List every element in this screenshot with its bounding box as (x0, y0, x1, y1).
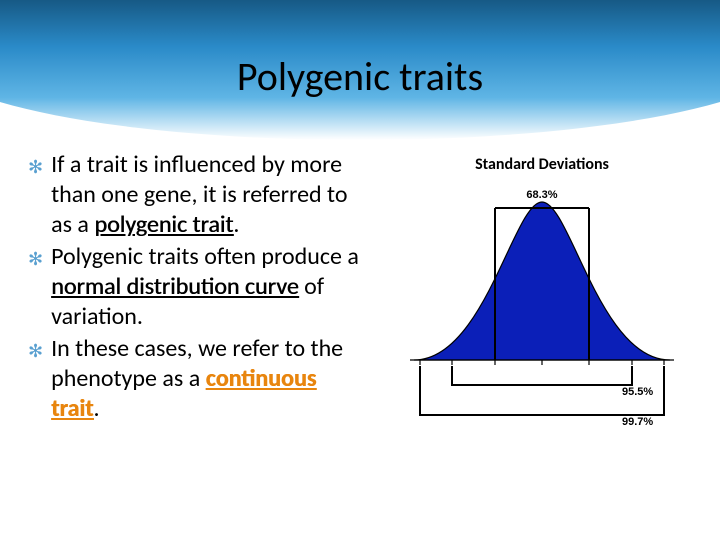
svg-text:68.3%: 68.3% (526, 189, 557, 201)
list-item: ✻ In these cases, we refer to the phenot… (28, 334, 368, 424)
bullet-text-3: In these cases, we refer to the phenotyp… (51, 334, 368, 424)
list-item: ✻ If a trait is influenced by more than … (28, 150, 368, 240)
bullet-text-2: Polygenic traits often produce a normal … (51, 242, 368, 332)
bullet-list: ✻ If a trait is influenced by more than … (28, 150, 368, 426)
svg-text:99.7%: 99.7% (622, 416, 653, 428)
bullet-icon: ✻ (28, 248, 43, 270)
list-item: ✻ Polygenic traits often produce a norma… (28, 242, 368, 332)
chart-title: Standard Deviations (392, 155, 692, 174)
bell-curve-svg: 68.3% 95.5% 99.7% (392, 180, 692, 460)
svg-text:95.5%: 95.5% (622, 386, 653, 398)
bullet-icon: ✻ (28, 340, 43, 362)
distribution-chart: Standard Deviations 68.3% 95.5% 99.7% (392, 155, 692, 460)
page-title: Polygenic traits (0, 52, 720, 101)
bullet-icon: ✻ (28, 156, 43, 178)
bullet-text-1: If a trait is influenced by more than on… (51, 150, 368, 240)
